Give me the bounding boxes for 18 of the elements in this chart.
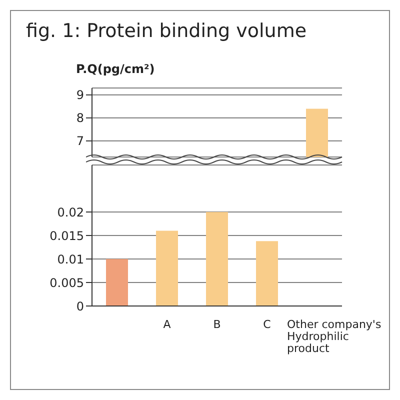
y-axis-title: P.Q(pg/cm²) bbox=[76, 62, 155, 76]
bar bbox=[256, 241, 278, 306]
y-tick-label: 9 bbox=[76, 88, 84, 102]
x-tick-label: Other company's Hydrophilic product bbox=[287, 318, 382, 355]
y-tick-label: 0 bbox=[76, 299, 84, 314]
y-tick-label: 0.005 bbox=[50, 276, 84, 290]
y-tick-label: 8 bbox=[76, 111, 84, 126]
x-tick-label: C bbox=[263, 318, 272, 331]
y-tick-label: 7 bbox=[76, 134, 84, 148]
bar bbox=[156, 230, 178, 306]
x-tick-label: A bbox=[163, 318, 172, 331]
y-tick-label: 0.015 bbox=[50, 228, 84, 243]
bar bbox=[106, 259, 128, 306]
bar bbox=[206, 212, 228, 306]
y-tick-label: 0.01 bbox=[57, 252, 84, 266]
chart-title: fig. 1: Protein binding volume bbox=[26, 20, 307, 42]
y-tick-label: 0.02 bbox=[57, 205, 84, 220]
x-tick-label: B bbox=[213, 318, 221, 331]
